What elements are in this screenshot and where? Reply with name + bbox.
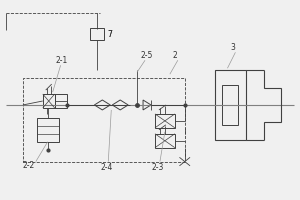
Bar [43, 94, 55, 108]
Text: 2-3: 2-3 [152, 163, 164, 172]
Text: 2: 2 [173, 51, 178, 60]
Text: 2-5: 2-5 [140, 51, 152, 60]
Bar [23, 78, 185, 162]
Text: 7: 7 [107, 30, 112, 39]
Bar [155, 114, 175, 128]
Bar [223, 85, 238, 125]
Bar [90, 28, 104, 40]
Text: 2-1: 2-1 [56, 56, 68, 65]
Bar [155, 134, 175, 148]
Bar [214, 70, 246, 140]
Text: 2-4: 2-4 [100, 163, 113, 172]
Bar [55, 94, 67, 108]
Text: 3: 3 [230, 43, 235, 52]
Text: 2-2: 2-2 [23, 161, 35, 170]
Text: 7: 7 [107, 30, 112, 39]
Bar [37, 118, 58, 142]
